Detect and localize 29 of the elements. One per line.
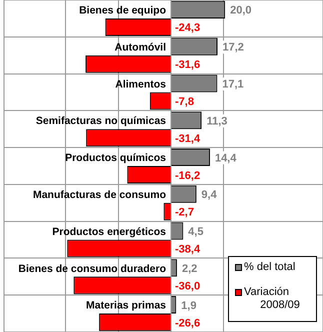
data-label: -24,3 bbox=[175, 22, 200, 34]
data-label: -26,6 bbox=[175, 317, 200, 330]
data-label: 1,9 bbox=[181, 300, 196, 312]
data-label: 20,0 bbox=[230, 4, 252, 17]
legend-label: Variación 2008/09 bbox=[244, 286, 300, 312]
data-label: 14,4 bbox=[214, 152, 238, 164]
data-label: 17,1 bbox=[222, 78, 244, 90]
data-label: -2,7 bbox=[175, 206, 194, 219]
legend-label: % del total bbox=[244, 261, 296, 274]
y-tick-label: Bienes de consumo duradero bbox=[18, 262, 166, 275]
data-label: 11,3 bbox=[206, 115, 228, 128]
data-label: 17,2 bbox=[222, 42, 244, 54]
data-label: -31,6 bbox=[175, 59, 200, 72]
y-tick-label: Manufacturas de consumo bbox=[32, 189, 166, 202]
y-tick-label: Semifacturas no químicas bbox=[36, 115, 166, 128]
data-label: -31,4 bbox=[175, 132, 201, 145]
data-label: -7,8 bbox=[175, 96, 194, 108]
data-label: 4,5 bbox=[188, 226, 204, 238]
y-tick-label: Productos energéticos bbox=[52, 226, 166, 238]
data-label: 9,4 bbox=[201, 189, 218, 202]
y-tick-label: Alimentos bbox=[115, 78, 166, 90]
y-tick-label: Productos químicos bbox=[65, 152, 166, 164]
data-label: -38,4 bbox=[175, 244, 201, 256]
data-label: -36,0 bbox=[175, 280, 200, 292]
y-tick-label: Bienes de equipo bbox=[79, 4, 166, 17]
y-tick-label: Materias primas bbox=[86, 300, 166, 312]
data-label: -16,2 bbox=[175, 170, 200, 182]
y-tick-label: Automóvil bbox=[114, 41, 166, 54]
data-label: 2,2 bbox=[182, 262, 198, 275]
